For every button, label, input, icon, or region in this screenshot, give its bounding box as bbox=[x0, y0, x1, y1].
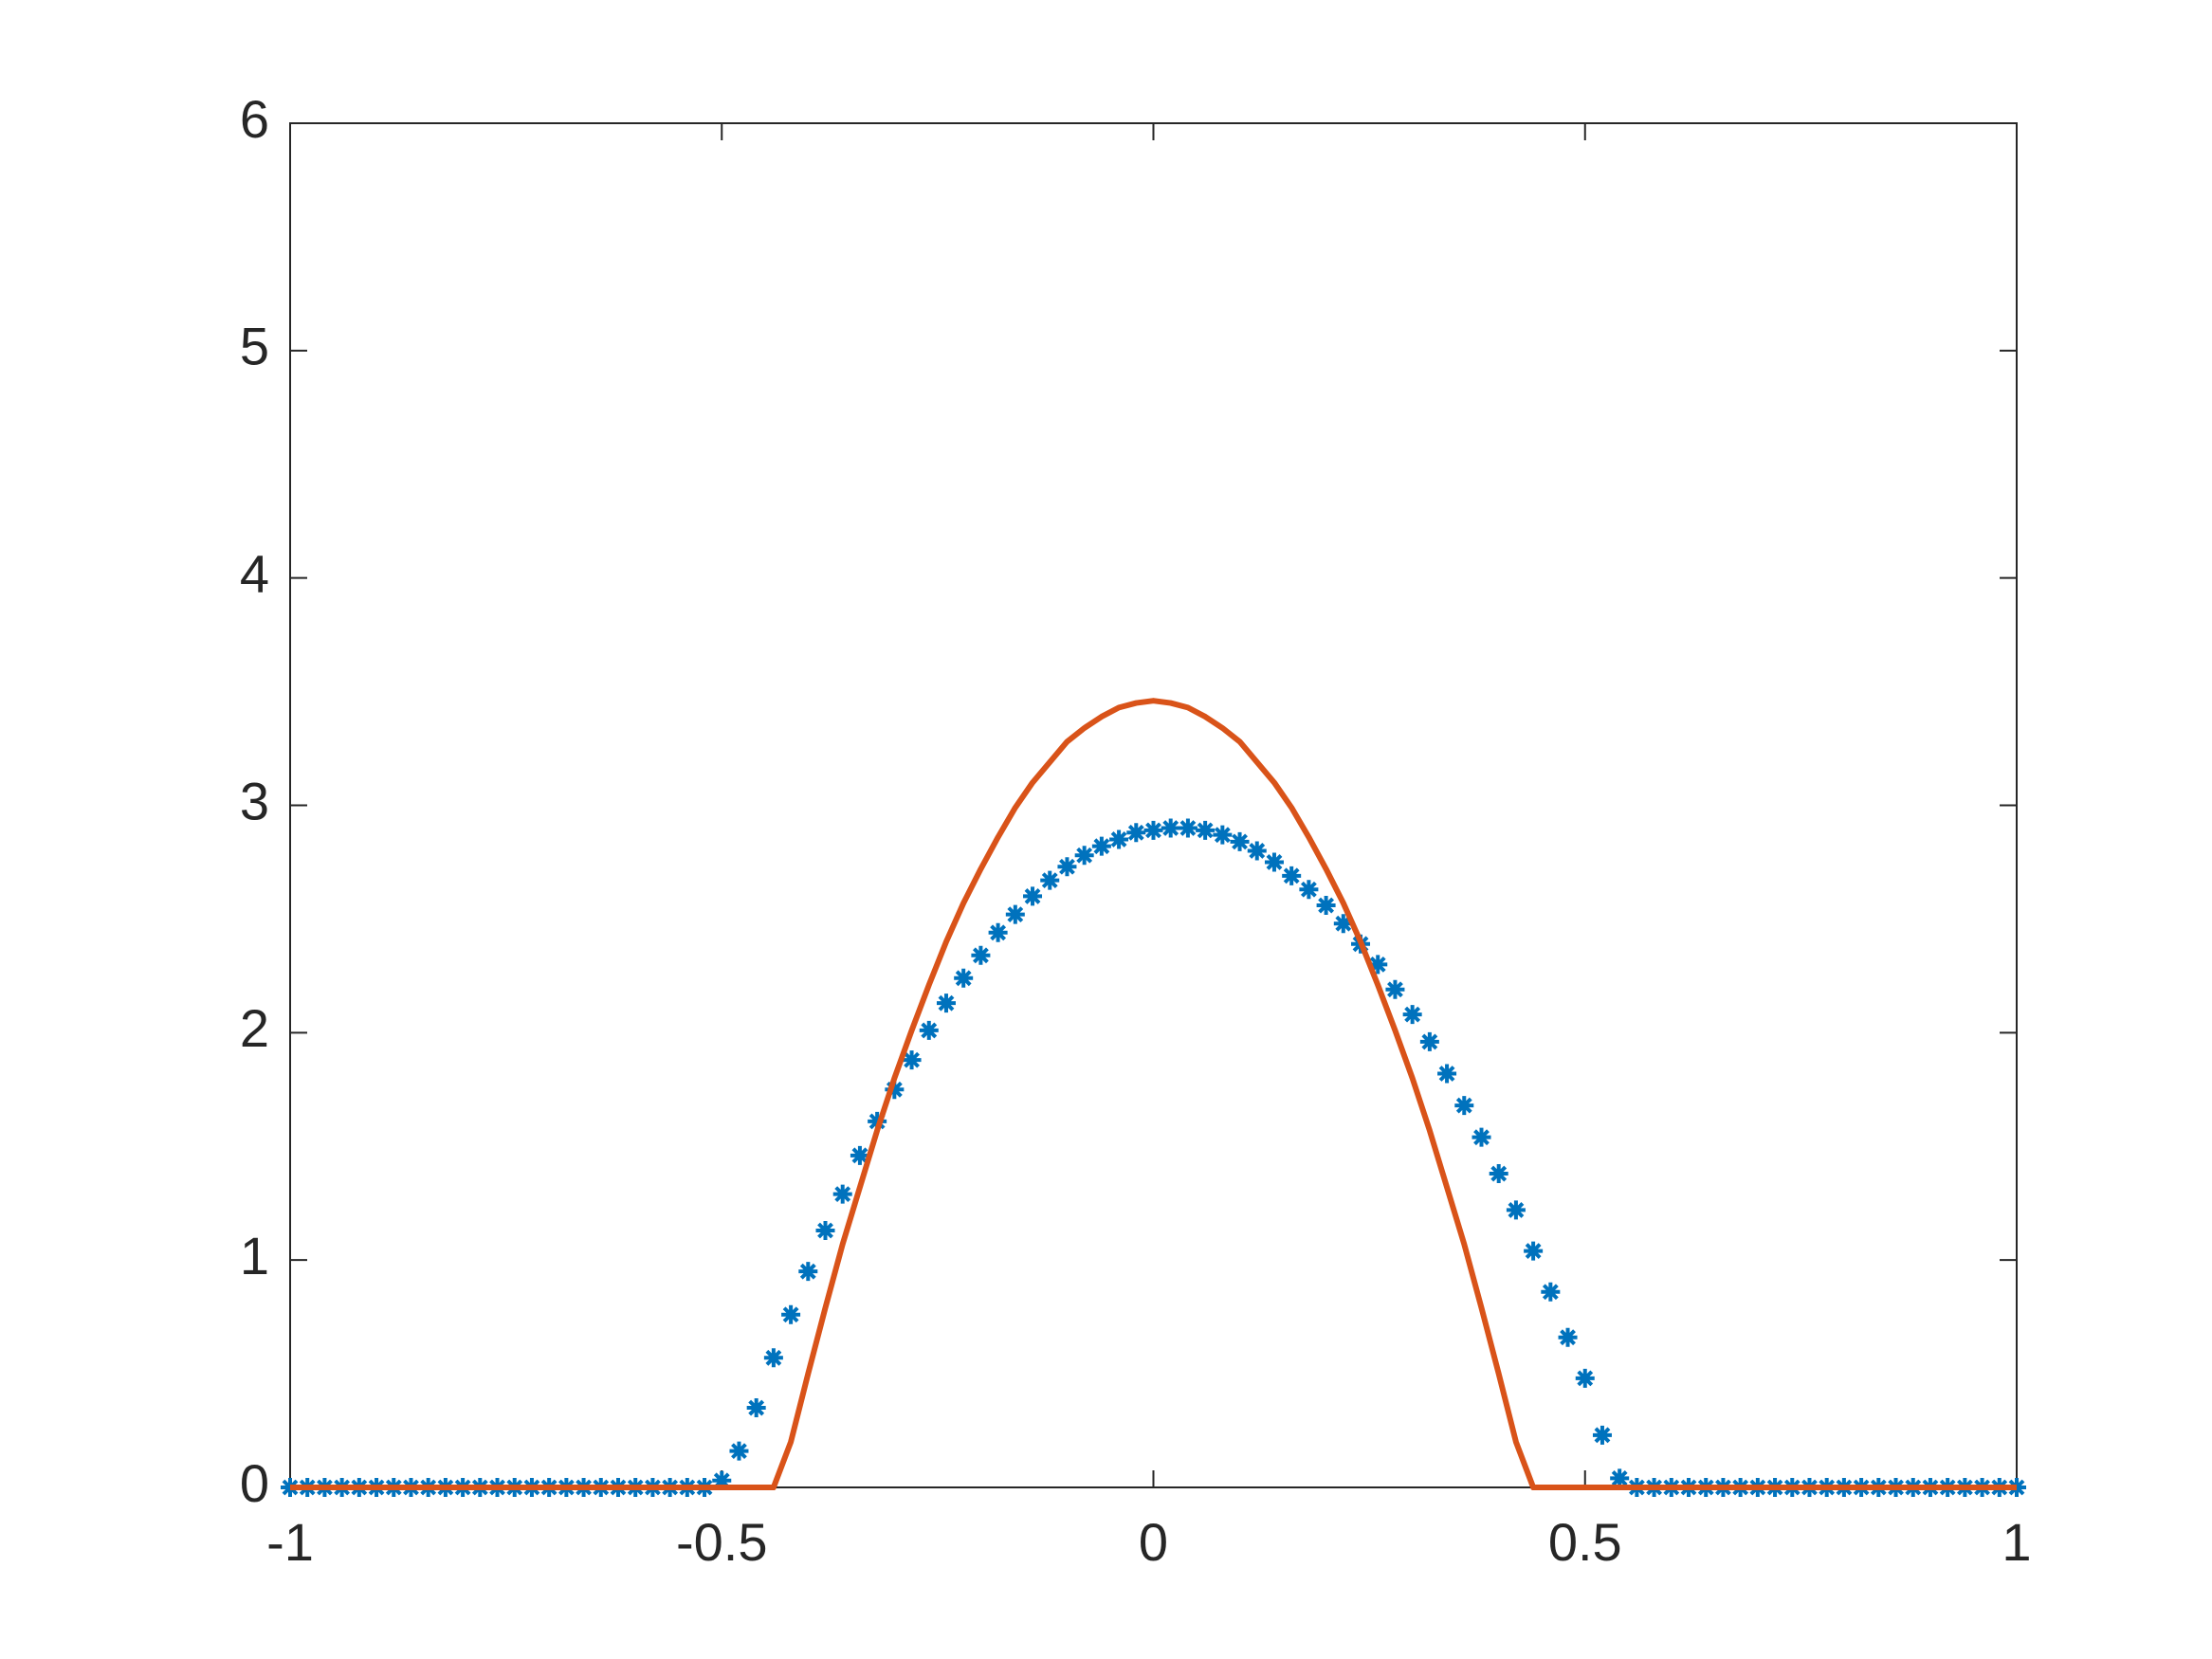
data-point bbox=[746, 1398, 766, 1418]
data-point bbox=[1023, 886, 1043, 906]
data-point bbox=[1575, 1368, 1595, 1388]
data-point bbox=[1005, 904, 1025, 924]
data-point bbox=[936, 994, 956, 1013]
data-point bbox=[1402, 1005, 1422, 1025]
data-point bbox=[1524, 1241, 1544, 1261]
data-point bbox=[868, 1111, 887, 1131]
data-point bbox=[1419, 1031, 1439, 1051]
axes-box bbox=[289, 122, 2018, 1488]
data-point bbox=[832, 1184, 852, 1204]
x-tick-label: 1 bbox=[2002, 1512, 2031, 1572]
x-tick-label: 0 bbox=[1139, 1512, 1168, 1572]
data-point bbox=[1230, 831, 1250, 851]
data-point bbox=[1247, 841, 1267, 861]
y-tick-label: 6 bbox=[240, 89, 269, 149]
data-point bbox=[1299, 880, 1319, 900]
data-point bbox=[1489, 1164, 1508, 1184]
data-point bbox=[1333, 914, 1353, 934]
data-point bbox=[815, 1220, 835, 1240]
data-point bbox=[1040, 870, 1060, 890]
data-point bbox=[1368, 955, 1388, 975]
data-point bbox=[971, 945, 991, 965]
x-tick-label: -1 bbox=[266, 1512, 314, 1572]
data-point bbox=[1558, 1327, 1578, 1347]
data-point bbox=[798, 1262, 818, 1282]
data-point bbox=[1316, 896, 1336, 916]
data-point bbox=[902, 1050, 922, 1070]
data-point bbox=[729, 1441, 749, 1461]
data-point bbox=[1213, 825, 1233, 845]
data-point bbox=[1282, 866, 1302, 885]
data-point bbox=[763, 1348, 783, 1368]
data-point bbox=[1109, 830, 1129, 849]
data-point bbox=[1161, 818, 1180, 838]
x-tick-label: -0.5 bbox=[676, 1512, 768, 1572]
data-point bbox=[1126, 823, 1146, 843]
data-point bbox=[1437, 1064, 1457, 1084]
data-point bbox=[1506, 1200, 1526, 1220]
data-point bbox=[919, 1020, 939, 1040]
data-point bbox=[1143, 820, 1163, 840]
data-point bbox=[1264, 852, 1284, 872]
y-tick-label: 2 bbox=[240, 998, 269, 1058]
data-point bbox=[850, 1145, 869, 1165]
y-tick-label: 3 bbox=[240, 771, 269, 830]
data-line bbox=[290, 698, 2017, 1490]
data-point bbox=[1610, 1468, 1630, 1488]
data-point bbox=[1454, 1096, 1474, 1116]
data-point bbox=[712, 1470, 732, 1490]
y-tick-label: 0 bbox=[240, 1453, 269, 1513]
data-point bbox=[954, 968, 974, 988]
y-tick-label: 5 bbox=[240, 317, 269, 376]
data-point bbox=[1472, 1127, 1491, 1147]
data-point bbox=[1541, 1282, 1561, 1302]
data-point bbox=[988, 922, 1008, 942]
data-point bbox=[781, 1304, 801, 1324]
data-point bbox=[1057, 857, 1077, 877]
y-tick-label: 1 bbox=[240, 1226, 269, 1285]
data-point bbox=[1592, 1425, 1612, 1445]
data-point bbox=[1178, 818, 1197, 838]
data-point bbox=[1091, 836, 1111, 856]
data-point bbox=[1074, 846, 1094, 866]
x-tick-label: 0.5 bbox=[1548, 1512, 1622, 1572]
data-point bbox=[1196, 820, 1216, 840]
y-tick-label: 4 bbox=[240, 543, 269, 603]
data-point bbox=[1385, 979, 1405, 999]
data-point bbox=[885, 1080, 905, 1100]
